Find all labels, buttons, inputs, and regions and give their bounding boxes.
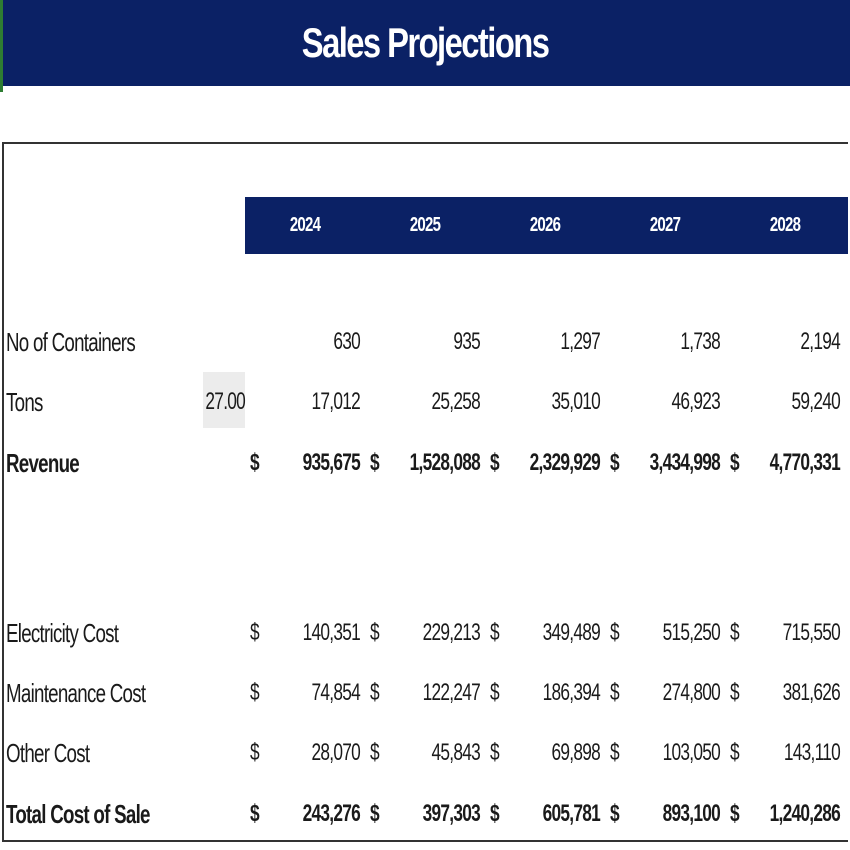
row-maintenance-cost: Maintenance Cost $ 74,854 $ 122,247 $ 18…: [0, 673, 850, 713]
row-label: Maintenance Cost: [6, 678, 146, 708]
row-label: Other Cost: [6, 738, 90, 768]
cell-value[interactable]: 59,240: [791, 388, 840, 415]
cell-value[interactable]: 74,854: [311, 679, 360, 706]
currency-symbol: $: [370, 800, 380, 827]
row-label: Tons: [6, 387, 43, 417]
cell-value[interactable]: 25,258: [431, 388, 480, 415]
cell-value[interactable]: 893,100: [662, 800, 721, 827]
table-frame: [2, 142, 848, 842]
currency-symbol: $: [730, 679, 740, 706]
tons-per-container-cell[interactable]: 27.00: [203, 372, 246, 428]
currency-symbol: $: [730, 800, 740, 827]
currency-symbol: $: [490, 679, 500, 706]
currency-symbol: $: [250, 449, 260, 476]
currency-symbol: $: [370, 739, 380, 766]
year-header-2028: 2028: [769, 214, 801, 236]
cell-value[interactable]: 349,489: [542, 619, 601, 646]
cell-value[interactable]: 2,194: [800, 328, 840, 355]
currency-symbol: $: [730, 619, 740, 646]
cell-value[interactable]: 243,276: [302, 800, 361, 827]
cell-value[interactable]: 140,351: [302, 619, 361, 646]
cell-value[interactable]: 515,250: [662, 619, 721, 646]
selection-edge-marker: [0, 0, 3, 92]
cell-value[interactable]: 1,297: [560, 328, 600, 355]
currency-symbol: $: [250, 739, 260, 766]
cell-value[interactable]: 103,050: [662, 739, 721, 766]
cell-value[interactable]: 3,434,998: [649, 449, 721, 476]
cell-value[interactable]: 46,923: [671, 388, 720, 415]
cell-value[interactable]: 69,898: [551, 739, 600, 766]
currency-symbol: $: [490, 800, 500, 827]
currency-symbol: $: [490, 619, 500, 646]
tons-per-container-value: 27.00: [205, 388, 245, 415]
year-header-2024: 2024: [289, 214, 321, 236]
cell-value[interactable]: 1,240,286: [769, 800, 841, 827]
cell-value[interactable]: 229,213: [422, 619, 481, 646]
cell-value[interactable]: 17,012: [311, 388, 360, 415]
currency-symbol: $: [730, 449, 740, 476]
currency-symbol: $: [730, 739, 740, 766]
currency-symbol: $: [610, 739, 620, 766]
cell-value[interactable]: 935: [453, 328, 480, 355]
currency-symbol: $: [610, 449, 620, 476]
cell-value[interactable]: 605,781: [542, 800, 601, 827]
currency-symbol: $: [610, 619, 620, 646]
cell-value[interactable]: 1,738: [680, 328, 720, 355]
currency-symbol: $: [610, 679, 620, 706]
cell-value[interactable]: 381,626: [782, 679, 841, 706]
cell-value[interactable]: 715,550: [782, 619, 841, 646]
currency-symbol: $: [250, 619, 260, 646]
currency-symbol: $: [370, 449, 380, 476]
cell-value[interactable]: 35,010: [551, 388, 600, 415]
row-label: Revenue: [6, 448, 80, 478]
currency-symbol: $: [370, 679, 380, 706]
cell-value[interactable]: 28,070: [311, 739, 360, 766]
row-label: Electricity Cost: [6, 618, 119, 648]
row-label: Total Cost of Sale: [6, 799, 150, 829]
year-header-2026: 2026: [529, 214, 561, 236]
currency-symbol: $: [370, 619, 380, 646]
currency-symbol: $: [490, 449, 500, 476]
year-header-2025: 2025: [409, 214, 441, 236]
cell-value[interactable]: 935,675: [302, 449, 361, 476]
currency-symbol: $: [490, 739, 500, 766]
cell-value[interactable]: 274,800: [662, 679, 721, 706]
cell-value[interactable]: 397,303: [422, 800, 481, 827]
year-header-2027: 2027: [649, 214, 681, 236]
page-title: Sales Projections: [301, 19, 550, 66]
cell-value[interactable]: 122,247: [422, 679, 481, 706]
row-electricity-cost: Electricity Cost $ 140,351 $ 229,213 $ 3…: [0, 613, 850, 653]
currency-symbol: $: [250, 800, 260, 827]
currency-symbol: $: [250, 679, 260, 706]
cell-value[interactable]: 143,110: [783, 739, 841, 766]
row-total-cost-of-sale: Total Cost of Sale $ 243,276 $ 397,303 $…: [0, 794, 850, 834]
row-revenue: Revenue $ 935,675 $ 1,528,088 $ 2,329,92…: [0, 443, 850, 483]
cell-value[interactable]: 630: [333, 328, 360, 355]
row-label: No of Containers: [6, 327, 136, 357]
currency-symbol: $: [610, 800, 620, 827]
row-other-cost: Other Cost $ 28,070 $ 45,843 $ 69,898 $ …: [0, 733, 850, 773]
row-tons: Tons 17,012 25,258 35,010 46,923 59,240: [0, 382, 850, 422]
title-bar: Sales Projections: [0, 0, 850, 92]
year-header-bar: 2024 2025 2026 2027 2028: [245, 197, 848, 254]
cell-value[interactable]: 4,770,331: [769, 449, 841, 476]
cell-value[interactable]: 1,528,088: [409, 449, 481, 476]
cell-value[interactable]: 45,843: [431, 739, 480, 766]
row-containers: No of Containers 630 935 1,297 1,738 2,1…: [0, 322, 850, 362]
cell-value[interactable]: 186,394: [542, 679, 601, 706]
cell-value[interactable]: 2,329,929: [529, 449, 601, 476]
